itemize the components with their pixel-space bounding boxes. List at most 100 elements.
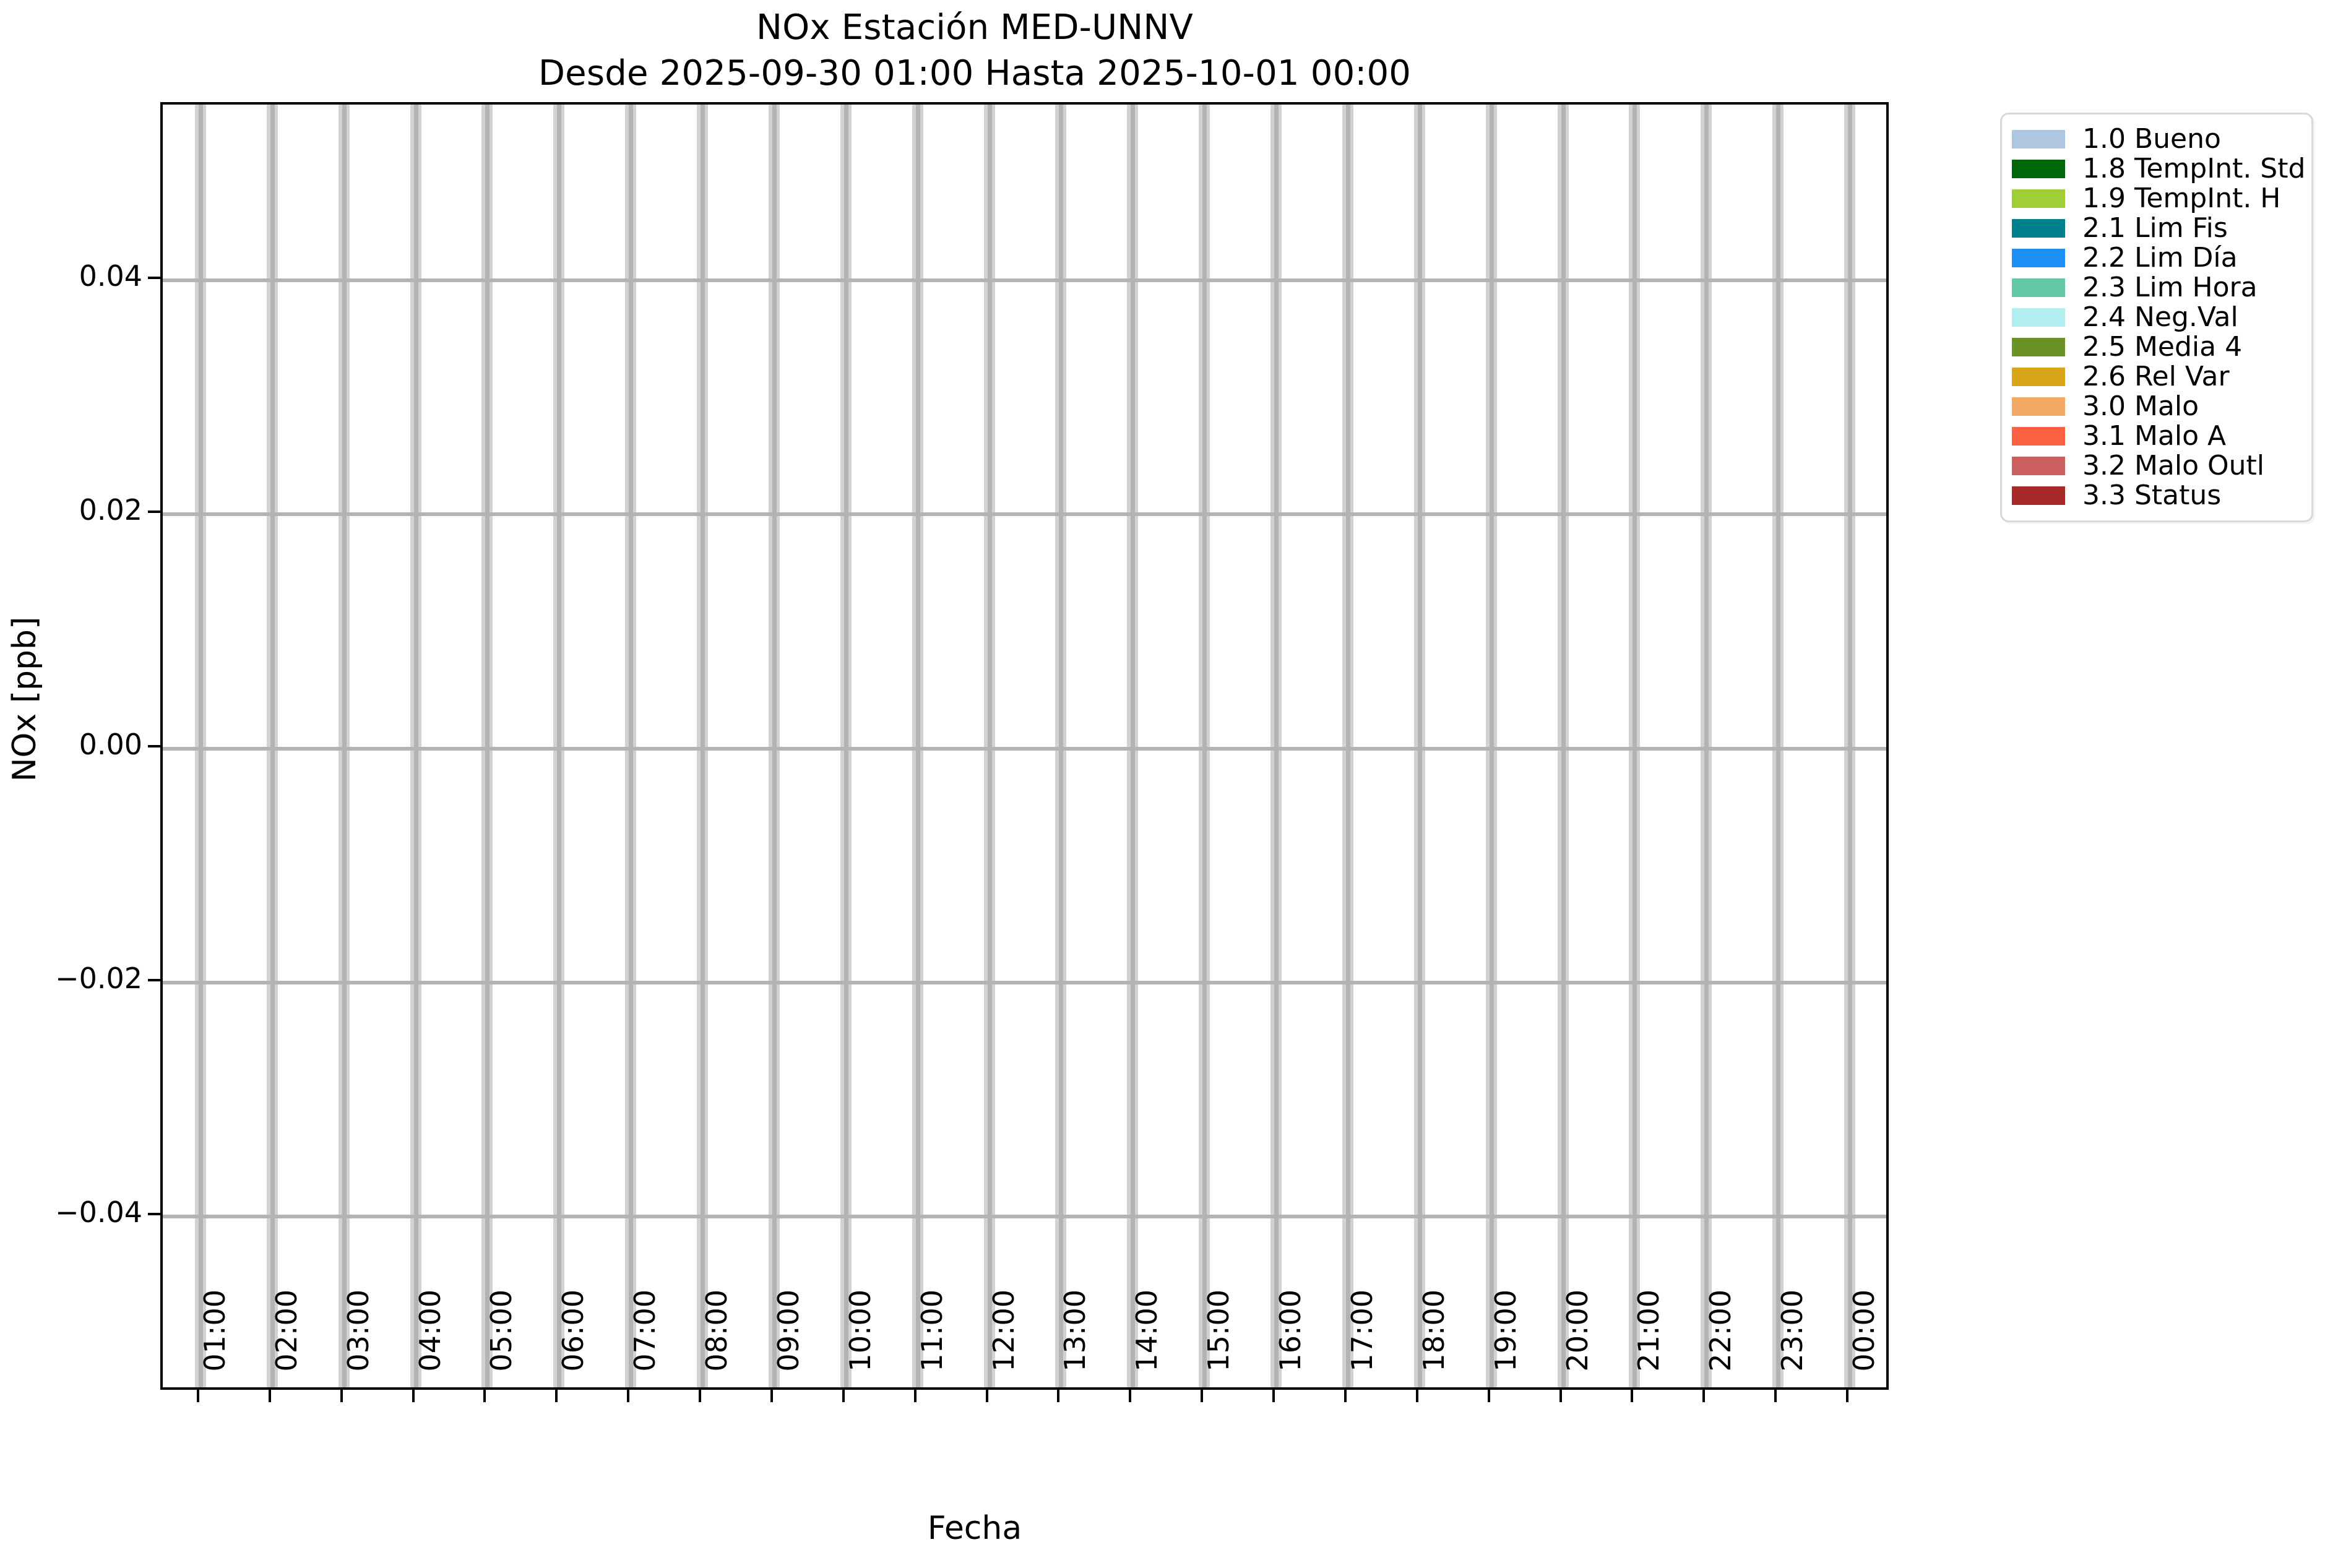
legend-item[interactable]: 2.5 Media 4 [2012, 332, 2300, 362]
x-tick-label: 12:00 [986, 1290, 1020, 1372]
x-tick-mark [985, 1390, 988, 1402]
x-tick-mark [1057, 1390, 1060, 1402]
legend-item-label: 3.2 Malo Outl [2082, 450, 2265, 481]
legend-color-swatch [2012, 189, 2065, 208]
y-tick-mark [148, 978, 160, 981]
x-tick-label: 03:00 [341, 1290, 375, 1372]
y-gridline [163, 278, 1886, 282]
legend-color-swatch [2012, 308, 2065, 327]
x-gridline [413, 105, 418, 1387]
x-tick-label: 16:00 [1274, 1290, 1308, 1372]
x-tick-label: 02:00 [269, 1290, 303, 1372]
y-tick-mark [148, 744, 160, 747]
legend-color-swatch [2012, 278, 2065, 297]
x-axis-label: Fecha [927, 1510, 1022, 1547]
legend-item-label: 3.1 Malo A [2082, 420, 2227, 452]
x-tick-mark [555, 1390, 558, 1402]
x-tick-label: 01:00 [198, 1290, 231, 1372]
legend-color-swatch [2012, 397, 2065, 416]
legend-item[interactable]: 2.6 Rel Var [2012, 362, 2300, 392]
legend-item-label: 2.6 Rel Var [2082, 361, 2230, 392]
legend-item-label: 1.0 Bueno [2082, 123, 2221, 155]
x-gridline [1633, 105, 1637, 1387]
x-tick-label: 13:00 [1058, 1290, 1092, 1372]
x-gridline [1059, 105, 1064, 1387]
x-tick-mark [1774, 1390, 1777, 1402]
x-tick-label: 14:00 [1130, 1290, 1164, 1372]
x-tick-label: 09:00 [771, 1290, 805, 1372]
x-tick-mark [1559, 1390, 1562, 1402]
legend-item[interactable]: 2.2 Lim Día [2012, 243, 2300, 273]
legend-item[interactable]: 3.0 Malo [2012, 392, 2300, 421]
x-gridline [701, 105, 705, 1387]
x-tick-mark [913, 1390, 917, 1402]
x-tick-label: 07:00 [628, 1290, 662, 1372]
x-tick-mark [268, 1390, 271, 1402]
chart-title-block: NOx Estación MED-UNNV Desde 2025-09-30 0… [0, 5, 1949, 97]
legend-color-swatch [2012, 457, 2065, 475]
x-gridline [485, 105, 490, 1387]
x-tick-label: 19:00 [1488, 1290, 1522, 1372]
y-tick-label: 0.00 [79, 727, 142, 761]
x-tick-mark [1272, 1390, 1275, 1402]
x-tick-mark [197, 1390, 199, 1402]
x-gridline [1704, 105, 1709, 1387]
legend-item-label: 2.3 Lim Hora [2082, 272, 2258, 303]
x-gridline [772, 105, 777, 1387]
x-tick-label: 04:00 [413, 1290, 447, 1372]
x-tick-mark [1631, 1390, 1634, 1402]
legend-color-swatch [2012, 249, 2065, 267]
legend-item-label: 2.1 Lim Fis [2082, 212, 2228, 244]
x-tick-label: 08:00 [700, 1290, 734, 1372]
legend-item-label: 3.3 Status [2082, 480, 2222, 511]
legend-item[interactable]: 1.9 TempInt. H [2012, 184, 2300, 213]
x-tick-label: 00:00 [1847, 1290, 1881, 1372]
x-gridline [1561, 105, 1566, 1387]
x-gridline [843, 105, 848, 1387]
x-tick-mark [770, 1390, 773, 1402]
x-gridline [270, 105, 275, 1387]
legend-item-label: 2.5 Media 4 [2082, 331, 2243, 363]
x-gridline [987, 105, 992, 1387]
x-gridline [199, 105, 203, 1387]
chart-subtitle: Desde 2025-09-30 01:00 Hasta 2025-10-01 … [538, 53, 1412, 93]
legend-item-label: 2.2 Lim Día [2082, 242, 2238, 274]
legend-color-swatch [2012, 368, 2065, 386]
x-tick-mark [699, 1390, 702, 1402]
x-tick-label: 22:00 [1704, 1290, 1738, 1372]
legend-item[interactable]: 3.3 Status [2012, 481, 2300, 510]
y-tick-mark [148, 1213, 160, 1216]
legend-color-swatch [2012, 486, 2065, 505]
x-tick-label: 10:00 [843, 1290, 877, 1372]
legend-item[interactable]: 1.0 Bueno [2012, 124, 2300, 154]
x-tick-label: 05:00 [485, 1290, 519, 1372]
legend-item[interactable]: 2.4 Neg.Val [2012, 303, 2300, 332]
y-gridline [163, 1215, 1886, 1219]
legend-item[interactable]: 2.1 Lim Fis [2012, 213, 2300, 243]
legend-item[interactable]: 3.2 Malo Outl [2012, 451, 2300, 481]
x-tick-mark [1487, 1390, 1490, 1402]
legend-item-label: 1.9 TempInt. H [2082, 183, 2281, 214]
y-tick-label: −0.04 [55, 1195, 142, 1230]
y-tick-label: 0.02 [79, 493, 142, 527]
x-gridline [557, 105, 562, 1387]
x-gridline [1345, 105, 1350, 1387]
y-gridline [163, 512, 1886, 517]
y-tick-label: −0.02 [55, 961, 142, 995]
x-tick-mark [412, 1390, 415, 1402]
x-tick-label: 20:00 [1560, 1290, 1594, 1372]
legend-item[interactable]: 3.1 Malo A [2012, 421, 2300, 451]
x-gridline [629, 105, 634, 1387]
x-tick-mark [1846, 1390, 1848, 1402]
x-tick-label: 11:00 [915, 1290, 949, 1372]
x-gridline [1274, 105, 1279, 1387]
legend-color-swatch [2012, 160, 2065, 178]
legend-item[interactable]: 2.3 Lim Hora [2012, 273, 2300, 303]
y-tick-label: 0.04 [79, 259, 142, 293]
x-tick-label: 21:00 [1632, 1290, 1666, 1372]
legend-item[interactable]: 1.8 TempInt. Std [2012, 154, 2305, 184]
y-axis-label: NOx [ppb] [6, 616, 43, 782]
x-gridline [1202, 105, 1207, 1387]
y-tick-mark [148, 510, 160, 514]
